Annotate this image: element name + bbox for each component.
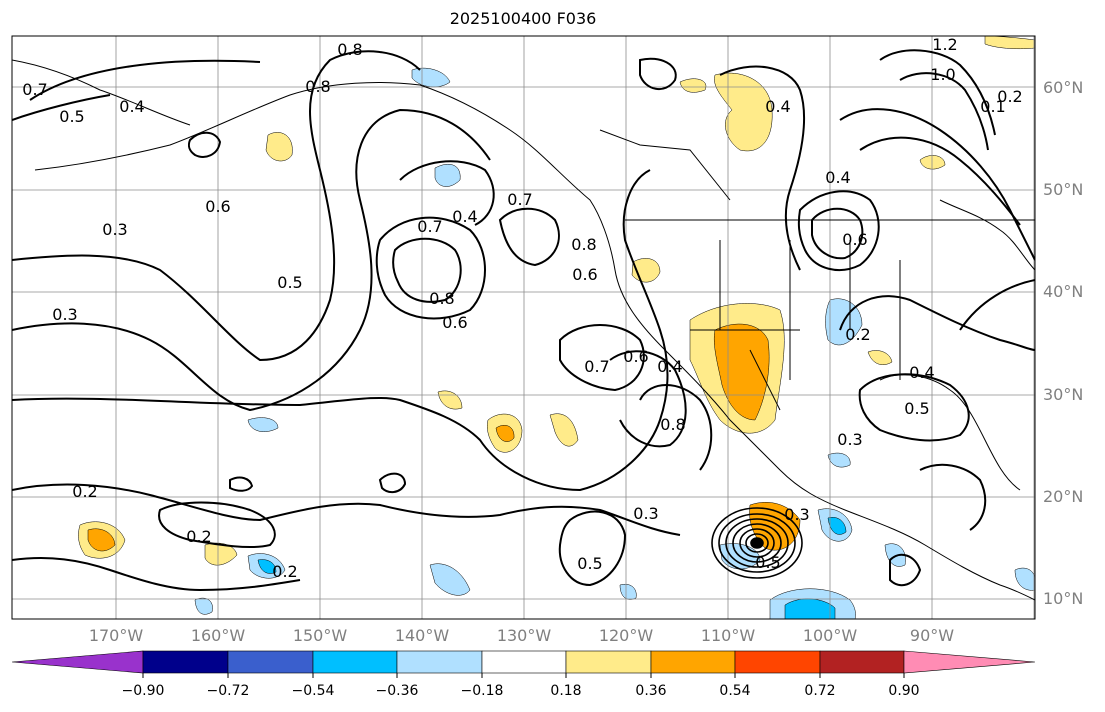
colorbar-extend-high [903,650,1036,674]
contour-lines [12,49,1035,592]
contour-label: 0.5 [577,554,602,573]
contour-label: 0.2 [997,87,1022,106]
colorbar-segment [312,650,398,674]
contour-label: 0.4 [909,363,934,382]
contour-label: 0.7 [417,217,442,236]
graticule [12,36,1035,619]
contour-label: 0.5 [277,273,302,292]
contour-label: 0.4 [452,207,477,226]
contour-label: 0.5 [904,399,929,418]
colorbar-tick-label: −0.90 [121,683,165,699]
lat-label: 30°N [1043,385,1084,404]
colorbar-segment [396,650,483,674]
contour-label: 0.4 [825,168,850,187]
contour-label: 0.6 [572,265,597,284]
contour-label: 0.3 [633,504,658,523]
contour-label: 0.3 [784,505,809,524]
colorbar-tick-label: 0.18 [550,683,582,699]
colorbar-segment [819,650,905,674]
contour-label: 0.4 [765,97,790,116]
contour-label: 0.8 [571,235,596,254]
map-plot-area: 0.7 0.8 0.8 0.5 0.4 0.6 0.3 0.5 0.3 0.7 … [12,35,1035,619]
contour-label: 0.1 [980,97,1005,116]
contour-label: 1.0 [930,65,955,84]
lon-label: 130°W [496,626,552,645]
colorbar-tick-label: 0.54 [719,683,751,699]
colorbar-tick-label: −0.18 [460,683,504,699]
colorbar [11,650,1036,678]
colorbar-tick-label: 0.36 [635,683,667,699]
colorbar-segment [650,650,736,674]
lon-label: 120°W [598,626,654,645]
contour-label: 1.2 [932,35,957,54]
contour-label: 0.7 [507,190,532,209]
contour-label: 0.2 [272,562,297,581]
lon-label: 100°W [802,626,858,645]
cyclone-contours [711,507,803,579]
colorbar-segment [142,650,229,674]
contour-label: 0.8 [660,415,685,434]
contour-label: 0.3 [837,430,862,449]
colorbar-segment [734,650,821,674]
contour-label: 0.2 [845,325,870,344]
contour-label: 0.2 [186,527,211,546]
map-title: 2025100400 F036 [449,9,597,28]
map-frame [11,35,1036,620]
lat-label: 60°N [1043,78,1084,97]
lat-label: 10°N [1043,589,1084,608]
colorbar-extend-low [11,650,144,674]
contour-label: 0.5 [59,107,84,126]
lon-label: 90°W [909,626,955,645]
contour-label: 0.6 [623,347,648,366]
lat-label: 40°N [1043,282,1084,301]
contour-label: 0.4 [119,97,144,116]
lon-label: 170°W [88,626,144,645]
lat-label: 50°N [1043,180,1084,199]
contour-label: 0.7 [584,357,609,376]
colorbar-tick-label: −0.72 [206,683,250,699]
lon-label: 160°W [190,626,246,645]
lon-label: 150°W [292,626,348,645]
lon-label: 140°W [394,626,450,645]
contour-label: 0.3 [102,220,127,239]
contour-label: 0.8 [337,40,362,59]
contour-label: 0.7 [22,80,47,99]
contour-label: 0.8 [305,77,330,96]
lon-label: 110°W [700,626,756,645]
colorbar-tick-label: 0.72 [804,683,836,699]
contour-label: 0.4 [657,357,682,376]
colorbar-segment [565,650,652,674]
lat-label: 20°N [1043,487,1084,506]
contour-label: 0.6 [205,197,230,216]
contour-label: 0.6 [442,313,467,332]
contour-label: 0.8 [429,289,454,308]
contour-label: 0.2 [72,482,97,501]
contour-label: 0.6 [842,230,867,249]
contour-label: 0.3 [52,305,77,324]
colorbar-tick-label: −0.36 [375,683,419,699]
colorbar-tick-label: −0.54 [291,683,335,699]
colorbar-segment [481,650,567,674]
colorbar-tick-label: 0.90 [888,683,920,699]
contour-labels: 0.7 0.8 0.8 0.5 0.4 0.6 0.3 0.5 0.3 0.7 … [22,35,1022,581]
contour-label: 0.5 [755,553,780,572]
colorbar-segment [227,650,314,674]
